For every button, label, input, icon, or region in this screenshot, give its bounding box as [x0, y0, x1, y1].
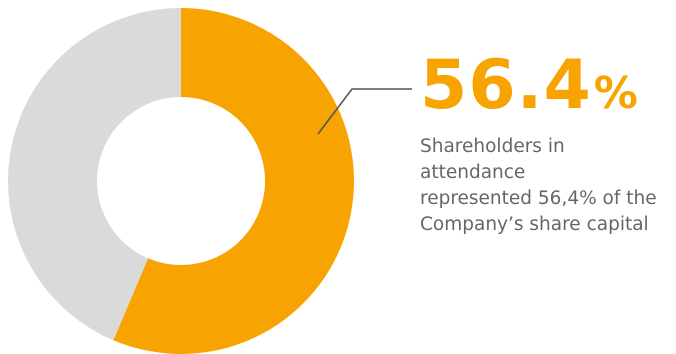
donut-slices: [7, 8, 354, 354]
donut-slice-remainder: [7, 8, 181, 341]
percent-sign: %: [593, 68, 639, 119]
percentage-value: 56.4: [420, 46, 592, 125]
callout-caption: Shareholders in attendance represented 5…: [420, 136, 657, 235]
callout: 56.4 % Shareholders in attendance repres…: [420, 52, 670, 238]
leader-line: [317, 88, 412, 135]
donut-slice-attendance: [113, 8, 354, 354]
big-percentage: 56.4 %: [420, 52, 670, 120]
